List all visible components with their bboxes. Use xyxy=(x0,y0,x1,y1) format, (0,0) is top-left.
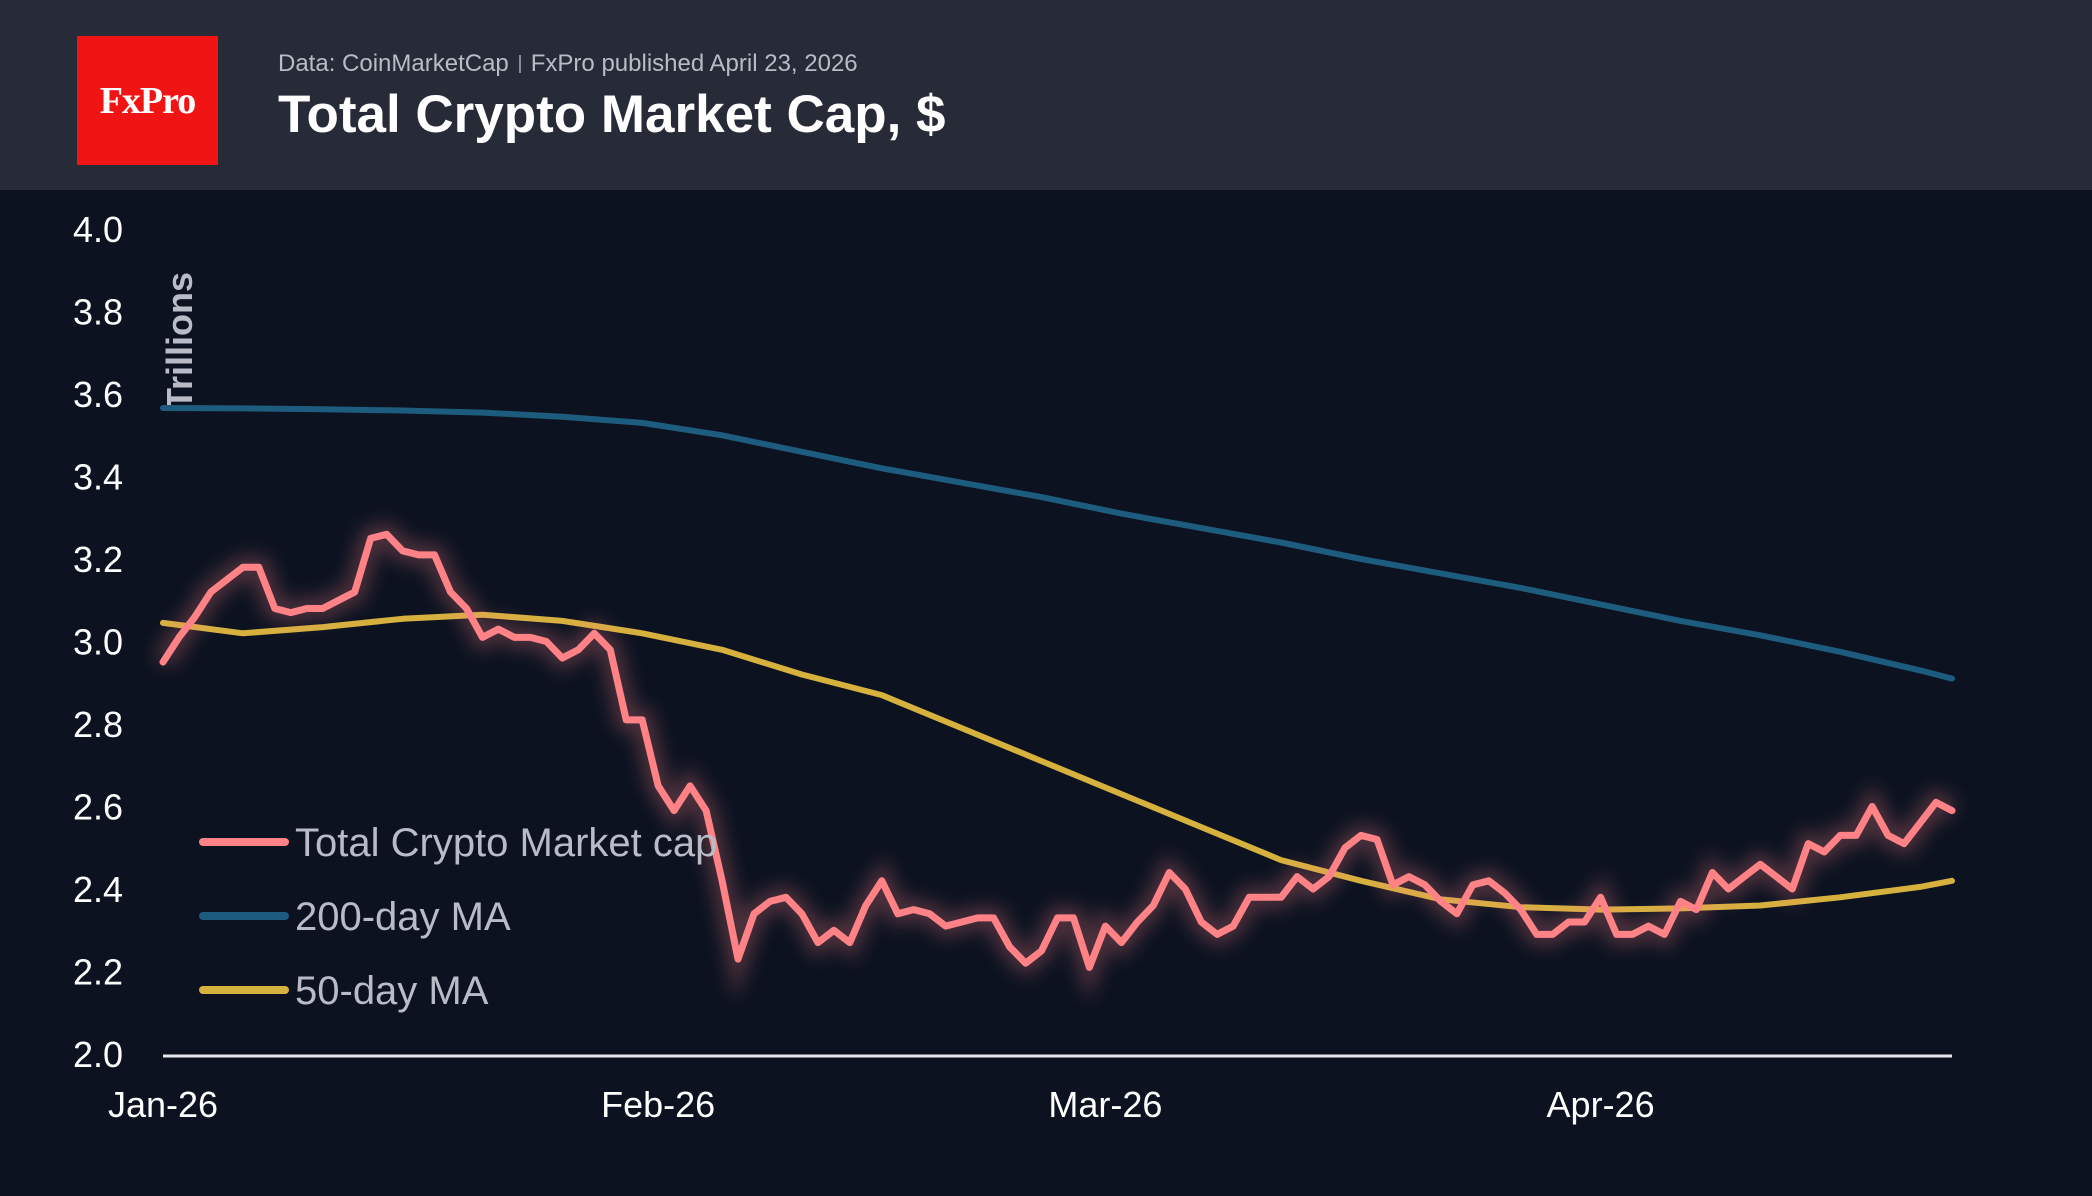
series-line-ma50 xyxy=(160,611,1955,913)
legend-label: 50-day MA xyxy=(295,969,489,1013)
chart-header: FxPro Data: CoinMarketCap FxPro published… xyxy=(0,0,2092,190)
y-tick-label: 2.8 xyxy=(73,704,123,745)
legend-label: 200-day MA xyxy=(295,895,511,939)
x-tick-label: Jan-26 xyxy=(108,1084,218,1125)
legend: Total Crypto Market cap 200-day MA 50-day … xyxy=(199,821,717,1013)
y-tick-label: 2.2 xyxy=(73,952,123,993)
x-tick-label: Apr-26 xyxy=(1547,1084,1655,1125)
series-line-ma200 xyxy=(160,405,1955,682)
y-tick-label: 2.4 xyxy=(73,869,123,910)
chart-title: Total Crypto Market Cap, $ xyxy=(278,85,946,144)
logo-text: FxPro xyxy=(99,79,197,122)
y-tick-label: 2.0 xyxy=(73,1034,123,1075)
series-line-total xyxy=(159,530,1956,971)
y-tick-label: 2.6 xyxy=(73,787,123,828)
x-tick-label: Mar-26 xyxy=(1048,1084,1162,1125)
y-tick-label: 3.0 xyxy=(73,622,123,663)
y-tick-label: 4.0 xyxy=(73,209,123,250)
y-tick-label: 3.4 xyxy=(73,457,123,498)
published-date: FxPro published April 23, 2026 xyxy=(530,50,858,77)
y-tick-label: 3.6 xyxy=(73,374,123,415)
y-tick-label: 3.8 xyxy=(73,292,123,333)
x-tick-label: Feb-26 xyxy=(601,1084,715,1125)
separator xyxy=(518,55,521,73)
data-source: Data: CoinMarketCap xyxy=(278,50,509,77)
fxpro-logo: FxPro xyxy=(77,36,218,165)
chart-subtitle: Data: CoinMarketCap FxPro published April… xyxy=(278,50,858,78)
legend-label: Total Crypto Market cap xyxy=(295,821,717,865)
y-axis-unit: Trillions xyxy=(159,272,200,410)
y-tick-label: 3.2 xyxy=(73,539,123,580)
